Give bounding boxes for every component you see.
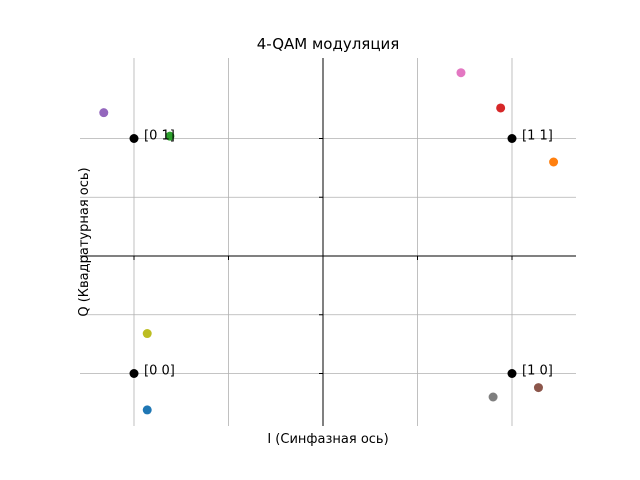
received-point bbox=[142, 405, 152, 415]
data-points: [0 1] [1 1] [0 0] [1 0] bbox=[99, 68, 559, 415]
received-point bbox=[533, 383, 543, 393]
constellation-point bbox=[507, 134, 517, 143]
received-point bbox=[549, 157, 559, 167]
received-point bbox=[496, 103, 506, 113]
y-axis-label: Q (Квадратурная ось) bbox=[77, 167, 92, 316]
grid-lines bbox=[80, 58, 576, 426]
constellation-point bbox=[507, 369, 517, 378]
constellation-label: [1 1] bbox=[522, 129, 553, 144]
constellation-point bbox=[129, 134, 139, 143]
x-axis-label: I (Синфазная ось) bbox=[267, 432, 388, 447]
center-axes bbox=[80, 58, 576, 426]
constellation-point bbox=[129, 369, 139, 378]
received-point bbox=[456, 68, 466, 78]
chart-title: 4-QAM модуляция bbox=[257, 35, 400, 53]
received-point bbox=[488, 392, 498, 402]
received-point bbox=[142, 329, 152, 339]
received-point bbox=[99, 108, 109, 118]
constellation-label: [0 1] bbox=[144, 129, 175, 144]
constellation-label: [0 0] bbox=[144, 364, 175, 379]
received-point bbox=[165, 131, 175, 141]
constellation-label: [1 0] bbox=[522, 364, 553, 379]
